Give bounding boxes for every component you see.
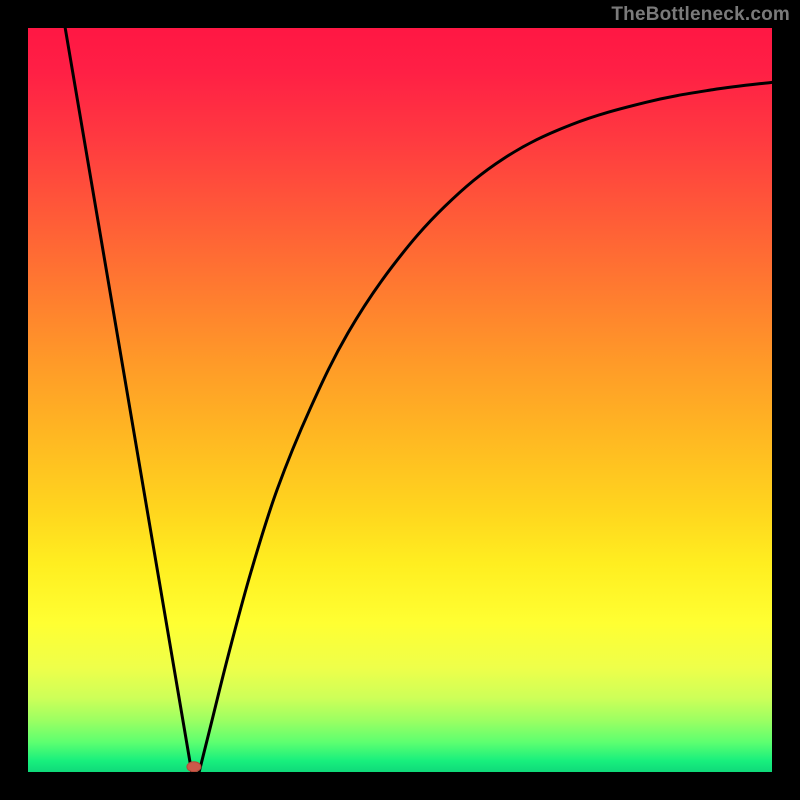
- plot-area: [28, 28, 772, 772]
- chart-container: TheBottleneck.com: [0, 0, 800, 800]
- watermark-text: TheBottleneck.com: [611, 4, 790, 26]
